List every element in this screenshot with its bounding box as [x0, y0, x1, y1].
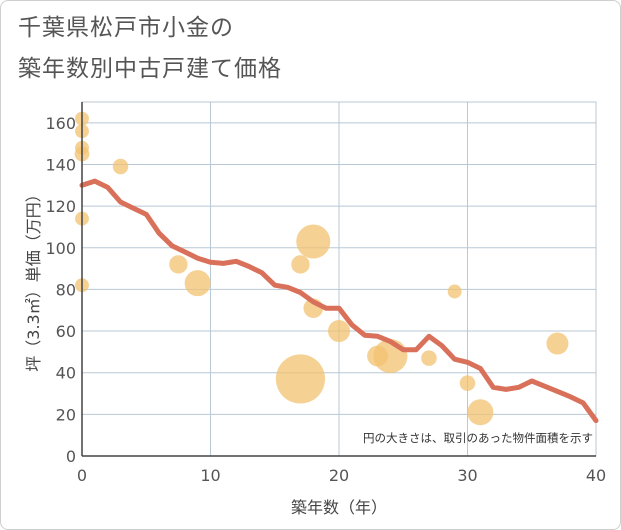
axes: 0 20 40 60 80 100 120 140 160 0 10 20 30 40	[45, 102, 606, 485]
trend-line	[79, 178, 599, 424]
chart-title-line-1: 千葉県松戸市小金の	[18, 15, 234, 41]
y-tick-label: 20	[56, 405, 76, 424]
data-bubble	[328, 320, 350, 343]
data-bubble	[459, 375, 476, 391]
data-bubble	[546, 332, 569, 355]
x-tick-label: 0	[77, 466, 87, 485]
y-axis-title: 坪（3.3㎡）単価（万円）	[24, 186, 43, 371]
y-tick-label: 120	[45, 197, 76, 216]
annotation-note: 円の大きさは、取引のあった物件面積を示す	[363, 431, 593, 445]
data-bubble	[169, 255, 188, 274]
data-bubble	[296, 224, 331, 259]
data-bubble	[421, 350, 437, 366]
data-bubble	[447, 284, 462, 299]
chart-title-line-2: 築年数別中古戸建て価格	[18, 56, 282, 82]
y-tick-label: 80	[56, 280, 76, 299]
trend-line-series	[79, 178, 599, 424]
data-bubble	[367, 345, 388, 367]
y-tick-label: 160	[45, 114, 76, 133]
y-tick-label: 100	[45, 239, 76, 258]
x-tick-label: 40	[586, 466, 606, 485]
data-bubble	[112, 158, 129, 175]
x-tick-label: 20	[329, 466, 349, 485]
grid-lines	[81, 101, 597, 457]
data-bubble	[184, 270, 211, 297]
x-axis-title: 築年数（年）	[291, 498, 387, 517]
axis-labels: 円の大きさは、取引のあった物件面積を示す 築年数（年） 坪（3.3㎡）単価（万円…	[24, 186, 593, 517]
x-tick-label: 30	[457, 466, 477, 485]
x-tick-label: 10	[200, 466, 220, 485]
data-bubble	[291, 255, 310, 274]
y-tick-label: 60	[56, 322, 76, 341]
data-bubble	[275, 354, 326, 404]
data-bubble	[467, 399, 494, 426]
y-tick-label: 140	[45, 155, 76, 174]
y-tick-label: 40	[56, 364, 76, 383]
y-tick-label: 0	[66, 447, 76, 466]
